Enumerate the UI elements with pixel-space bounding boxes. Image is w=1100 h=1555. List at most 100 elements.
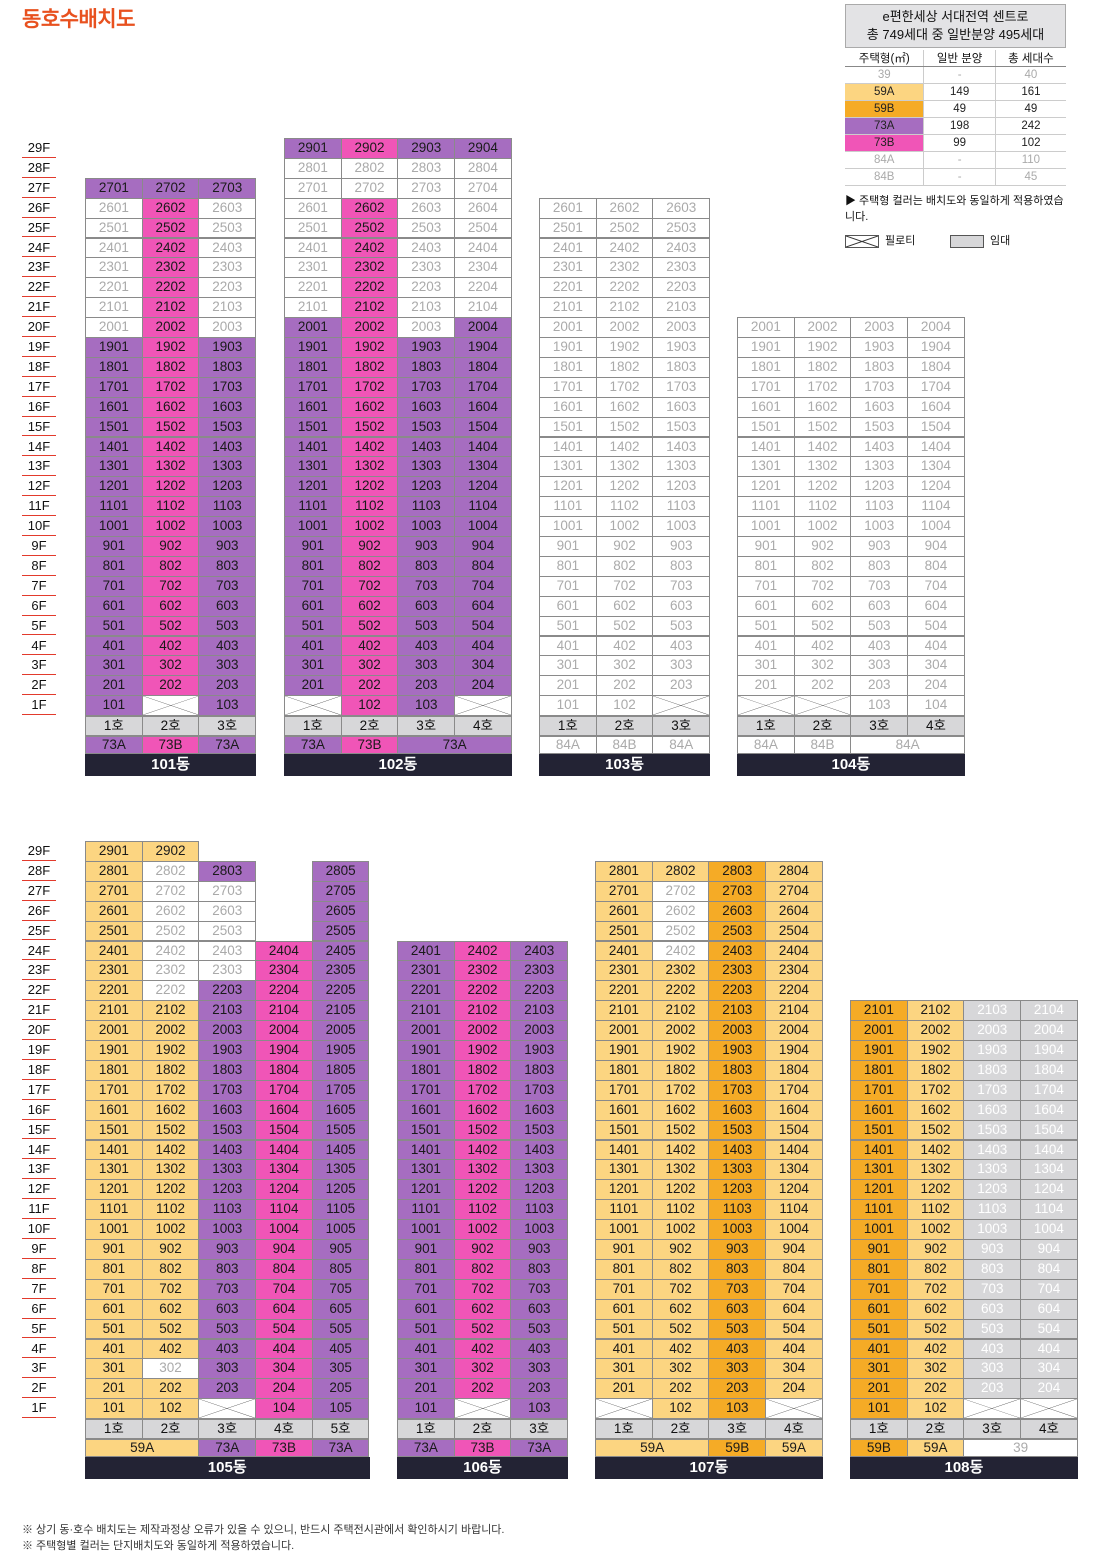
unit-cell[interactable]: 1305 <box>311 1159 370 1181</box>
unit-cell[interactable]: 704 <box>255 1278 313 1300</box>
unit-cell[interactable]: 203 <box>198 675 257 697</box>
unit-cell[interactable]: 1404 <box>1020 1139 1078 1161</box>
unit-cell[interactable]: 1002 <box>906 1219 965 1240</box>
unit-cell[interactable]: 1302 <box>453 1159 512 1181</box>
unit-cell[interactable]: 801 <box>284 555 342 577</box>
unit-cell[interactable]: 501 <box>397 1318 455 1340</box>
unit-cell[interactable]: 401 <box>284 635 342 657</box>
unit-cell[interactable]: 1901 <box>397 1040 455 1061</box>
unit-cell[interactable]: 2001 <box>850 1020 908 1041</box>
unit-cell[interactable]: 1503 <box>963 1119 1022 1141</box>
unit-cell[interactable]: 1702 <box>651 1079 710 1101</box>
unit-cell[interactable]: 202 <box>141 675 200 697</box>
unit-cell[interactable]: 201 <box>85 1378 143 1400</box>
unit-cell[interactable]: 1804 <box>765 1059 823 1081</box>
unit-cell[interactable]: 2703 <box>198 880 257 902</box>
unit-cell[interactable]: 801 <box>85 1258 143 1280</box>
unit-cell[interactable]: 2202 <box>595 277 654 299</box>
unit-cell[interactable]: 1601 <box>284 396 342 418</box>
unit-cell[interactable]: 1101 <box>397 1199 455 1221</box>
unit-cell[interactable]: 1801 <box>539 356 597 378</box>
unit-cell[interactable]: 102 <box>651 1398 710 1420</box>
unit-cell[interactable]: 604 <box>255 1298 313 1320</box>
unit-cell[interactable]: 1903 <box>510 1040 569 1061</box>
unit-cell[interactable]: 2102 <box>595 297 654 319</box>
unit-cell[interactable]: 2701 <box>85 880 143 902</box>
unit-cell[interactable]: 1702 <box>793 376 852 398</box>
unit-cell[interactable]: 802 <box>651 1258 710 1280</box>
unit-cell[interactable]: 402 <box>141 1338 200 1360</box>
unit-cell[interactable]: 1501 <box>85 1119 143 1141</box>
unit-cell[interactable]: 903 <box>198 1239 257 1260</box>
unit-cell[interactable]: 403 <box>397 635 456 657</box>
unit-cell[interactable]: 1601 <box>539 396 597 418</box>
unit-cell[interactable]: 201 <box>85 675 143 697</box>
unit-cell[interactable]: 504 <box>454 615 512 637</box>
unit-cell[interactable]: 1803 <box>708 1059 767 1081</box>
unit-cell[interactable]: 1003 <box>963 1219 1022 1240</box>
unit-cell[interactable]: 1302 <box>340 456 399 478</box>
unit-cell[interactable]: 804 <box>255 1258 313 1280</box>
unit-cell[interactable]: 802 <box>340 555 399 577</box>
unit-cell[interactable]: 603 <box>963 1298 1022 1320</box>
unit-cell[interactable]: 702 <box>906 1278 965 1300</box>
unit-cell[interactable]: 2502 <box>340 217 399 239</box>
unit-cell[interactable]: 601 <box>737 595 795 617</box>
unit-cell[interactable]: 2503 <box>397 217 456 239</box>
unit-cell[interactable]: 201 <box>737 675 795 697</box>
unit-cell[interactable]: 1304 <box>1020 1159 1078 1181</box>
unit-cell[interactable]: 102 <box>906 1398 965 1420</box>
unit-cell[interactable]: 2402 <box>141 940 200 962</box>
unit-cell[interactable]: 1401 <box>284 436 342 458</box>
unit-cell[interactable]: 1504 <box>454 416 512 438</box>
unit-cell[interactable]: 703 <box>963 1278 1022 1300</box>
unit-cell[interactable]: 1301 <box>737 456 795 478</box>
unit-cell[interactable]: 503 <box>198 615 257 637</box>
unit-cell[interactable]: 1403 <box>652 436 711 458</box>
unit-cell[interactable]: 2602 <box>340 197 399 219</box>
unit-cell[interactable]: 503 <box>708 1318 767 1340</box>
unit-cell[interactable]: 2603 <box>708 900 767 922</box>
unit-cell[interactable]: 2102 <box>906 1000 965 1022</box>
unit-cell[interactable]: 604 <box>907 595 965 617</box>
unit-cell[interactable]: 303 <box>510 1358 569 1380</box>
unit-cell[interactable]: 2102 <box>651 1000 710 1022</box>
unit-cell[interactable]: 2901 <box>284 138 342 159</box>
unit-cell[interactable]: 1403 <box>708 1139 767 1161</box>
unit-cell[interactable]: 2403 <box>652 237 711 259</box>
unit-cell[interactable]: 802 <box>141 555 200 577</box>
unit-cell[interactable]: 1603 <box>198 1099 257 1121</box>
unit-cell[interactable]: 1301 <box>539 456 597 478</box>
unit-cell[interactable]: 1604 <box>255 1099 313 1121</box>
unit-cell[interactable]: 801 <box>397 1258 455 1280</box>
unit-cell[interactable]: 704 <box>1020 1278 1078 1300</box>
unit-cell[interactable]: 101 <box>850 1398 908 1420</box>
unit-cell[interactable]: 202 <box>793 675 852 697</box>
unit-cell[interactable]: 701 <box>737 575 795 597</box>
unit-cell[interactable]: 2401 <box>284 237 342 259</box>
unit-cell[interactable]: 1703 <box>198 1079 257 1101</box>
unit-cell[interactable]: 1403 <box>850 436 909 458</box>
unit-cell[interactable]: 2201 <box>85 277 143 299</box>
unit-cell[interactable]: 1101 <box>85 1199 143 1221</box>
unit-cell[interactable]: 301 <box>539 655 597 677</box>
unit-cell[interactable]: 504 <box>255 1318 313 1340</box>
unit-cell[interactable]: 803 <box>510 1258 569 1280</box>
unit-cell[interactable]: 1801 <box>595 1059 653 1081</box>
unit-cell[interactable]: 2804 <box>454 157 512 179</box>
unit-cell[interactable]: 2202 <box>141 980 200 1002</box>
unit-cell[interactable]: 1401 <box>595 1139 653 1161</box>
unit-cell[interactable]: 2803 <box>198 860 257 882</box>
unit-cell[interactable]: 2603 <box>198 197 257 219</box>
unit-cell[interactable]: 1004 <box>765 1219 823 1240</box>
unit-cell[interactable]: 1603 <box>198 396 257 418</box>
unit-cell[interactable]: 1803 <box>198 356 257 378</box>
unit-cell[interactable]: 603 <box>198 595 257 617</box>
unit-cell[interactable]: 2005 <box>311 1020 370 1041</box>
unit-cell[interactable]: 1003 <box>510 1219 569 1240</box>
unit-cell[interactable]: 1201 <box>284 476 342 498</box>
unit-cell[interactable]: 1802 <box>595 356 654 378</box>
unit-cell[interactable]: 2003 <box>708 1020 767 1041</box>
unit-cell[interactable]: 503 <box>850 615 909 637</box>
unit-cell[interactable]: 1902 <box>651 1040 710 1061</box>
